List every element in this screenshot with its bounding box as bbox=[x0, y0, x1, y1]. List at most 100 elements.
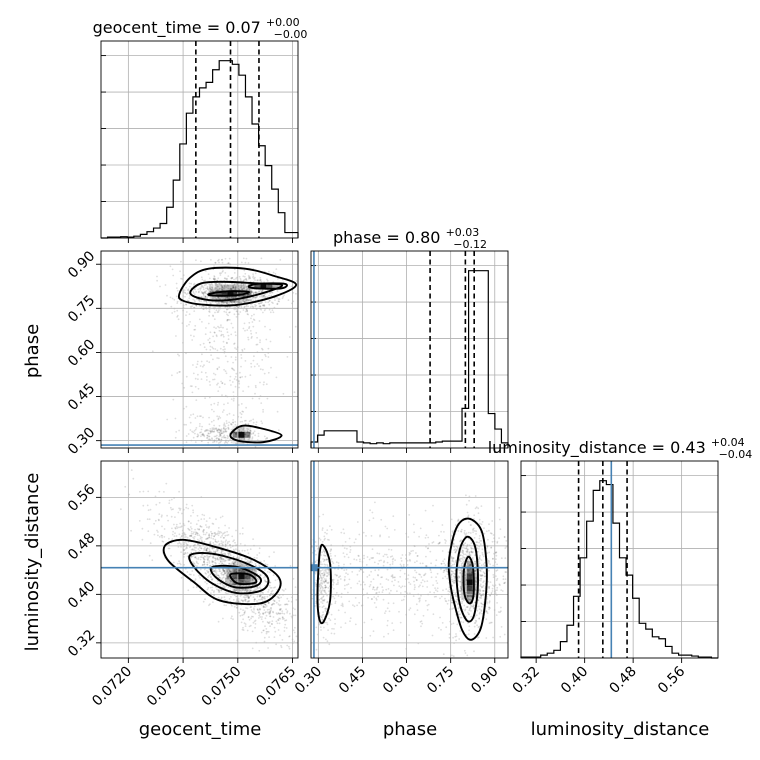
scatter-point-2-0 bbox=[278, 600, 281, 602]
scatter-point-1-0 bbox=[225, 422, 228, 425]
scatter-point-2-1 bbox=[407, 536, 410, 538]
scatter-point-1-0 bbox=[249, 306, 252, 308]
scatter-point-1-0 bbox=[272, 302, 274, 304]
scatter-point-2-0 bbox=[201, 536, 203, 539]
scatter-point-1-0 bbox=[196, 433, 199, 436]
scatter-point-1-0 bbox=[200, 360, 203, 363]
scatter-point-2-0 bbox=[214, 550, 217, 553]
scatter-point-1-0 bbox=[200, 306, 203, 308]
scatter-point-2-0 bbox=[294, 626, 296, 629]
scatter-point-2-1 bbox=[469, 607, 471, 610]
scatter-point-2-0 bbox=[261, 612, 264, 615]
scatter-point-2-0 bbox=[238, 611, 241, 614]
scatter-point-1-0 bbox=[194, 328, 197, 331]
scatter-point-2-0 bbox=[212, 550, 215, 553]
scatter-point-2-1 bbox=[321, 572, 324, 575]
scatter-point-1-0 bbox=[217, 301, 220, 304]
scatter-point-1-0 bbox=[223, 434, 226, 437]
scatter-point-2-1 bbox=[325, 638, 327, 641]
scatter-point-2-0 bbox=[258, 611, 260, 613]
scatter-point-2-0 bbox=[213, 535, 216, 538]
scatter-point-2-1 bbox=[347, 573, 349, 576]
scatter-point-1-0 bbox=[231, 300, 234, 303]
scatter-point-2-1 bbox=[476, 547, 479, 550]
scatter-point-1-0 bbox=[223, 442, 226, 444]
scatter-point-2-1 bbox=[340, 596, 343, 598]
scatter-point-2-0 bbox=[266, 595, 269, 598]
scatter-point-1-0 bbox=[241, 410, 244, 413]
scatter-point-2-1 bbox=[428, 543, 430, 545]
scatter-point-2-0 bbox=[220, 589, 223, 592]
scatter-point-2-1 bbox=[439, 541, 441, 544]
scatter-point-1-0 bbox=[189, 285, 191, 288]
scatter-point-2-0 bbox=[197, 556, 200, 559]
scatter-point-1-0 bbox=[233, 300, 235, 303]
scatter-point-2-1 bbox=[345, 568, 348, 571]
scatter-point-2-1 bbox=[337, 583, 339, 585]
scatter-point-2-0 bbox=[219, 536, 222, 539]
scatter-point-2-1 bbox=[327, 573, 330, 576]
scatter-point-2-0 bbox=[272, 611, 275, 614]
scatter-point-1-0 bbox=[234, 288, 237, 290]
scatter-point-1-0 bbox=[187, 292, 189, 295]
scatter-point-2-0 bbox=[185, 540, 188, 543]
scatter-point-2-1 bbox=[466, 550, 468, 553]
scatter-point-2-1 bbox=[319, 587, 322, 590]
scatter-point-2-1 bbox=[340, 531, 343, 534]
scatter-point-1-0 bbox=[183, 289, 186, 291]
scatter-point-1-0 bbox=[270, 366, 272, 369]
scatter-point-1-0 bbox=[241, 287, 244, 290]
scatter-point-2-0 bbox=[218, 532, 221, 535]
scatter-point-2-0 bbox=[184, 552, 187, 555]
scatter-point-1-0 bbox=[272, 311, 275, 314]
scatter-point-1-0 bbox=[207, 429, 210, 432]
scatter-point-1-0 bbox=[222, 340, 225, 343]
scatter-point-2-1 bbox=[468, 553, 471, 555]
scatter-point-1-0 bbox=[224, 301, 227, 304]
scatter-point-1-0 bbox=[171, 297, 174, 300]
scatter-point-1-0 bbox=[176, 372, 179, 374]
scatter-point-1-0 bbox=[212, 428, 214, 431]
scatter-point-1-0 bbox=[202, 291, 205, 294]
scatter-point-2-1 bbox=[462, 598, 464, 601]
scatter-point-1-0 bbox=[192, 436, 195, 439]
scatter-point-2-1 bbox=[413, 588, 416, 591]
scatter-point-2-0 bbox=[247, 616, 250, 618]
scatter-point-2-1 bbox=[332, 587, 335, 590]
scatter-point-1-0 bbox=[257, 432, 260, 435]
scatter-point-2-1 bbox=[435, 559, 438, 562]
scatter-point-1-0 bbox=[225, 430, 228, 433]
scatter-point-1-0 bbox=[219, 433, 221, 436]
scatter-point-1-0 bbox=[226, 360, 229, 363]
scatter-point-2-1 bbox=[433, 591, 436, 594]
scatter-point-1-0 bbox=[221, 394, 223, 396]
scatter-point-2-1 bbox=[321, 614, 324, 617]
scatter-point-2-0 bbox=[216, 557, 219, 560]
scatter-point-1-0 bbox=[201, 278, 204, 281]
scatter-point-2-0 bbox=[228, 559, 231, 561]
scatter-point-2-0 bbox=[279, 604, 282, 606]
scatter-point-2-1 bbox=[344, 611, 346, 614]
scatter-point-1-0 bbox=[263, 296, 265, 298]
scatter-point-2-1 bbox=[343, 563, 345, 566]
scatter-point-2-0 bbox=[259, 616, 262, 618]
scatter-point-2-0 bbox=[165, 482, 168, 485]
scatter-point-1-0 bbox=[218, 282, 221, 285]
scatter-point-2-0 bbox=[188, 535, 191, 537]
scatter-point-2-0 bbox=[201, 564, 204, 566]
scatter-point-1-0 bbox=[188, 295, 191, 297]
scatter-point-1-0 bbox=[254, 303, 256, 306]
scatter-point-2-0 bbox=[222, 584, 225, 587]
scatter-point-2-0 bbox=[155, 503, 158, 506]
scatter-point-2-0 bbox=[256, 554, 259, 556]
scatter-point-1-0 bbox=[233, 342, 236, 345]
scatter-point-1-0 bbox=[209, 288, 212, 290]
scatter-point-2-1 bbox=[332, 562, 335, 565]
scatter-point-2-1 bbox=[322, 587, 324, 590]
scatter-point-2-1 bbox=[408, 581, 410, 584]
scatter-point-2-0 bbox=[266, 608, 269, 611]
scatter-point-2-0 bbox=[269, 581, 272, 584]
scatter-point-1-0 bbox=[243, 286, 246, 288]
scatter-point-2-0 bbox=[228, 562, 231, 565]
scatter-point-2-0 bbox=[215, 518, 217, 521]
